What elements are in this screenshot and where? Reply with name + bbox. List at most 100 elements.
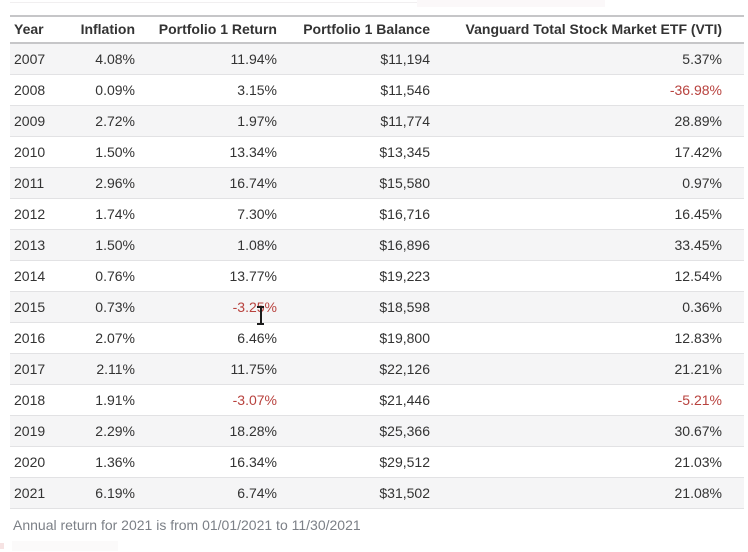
cell-inflation: 2.11% [65, 353, 140, 385]
cell-year: 2020 [10, 446, 65, 478]
cell-inflation: 2.72% [65, 105, 140, 137]
cell-portfolio-return: 13.77% [140, 260, 282, 292]
cell-inflation: 4.08% [95, 51, 135, 67]
table-row: 2008 0.09% 3.15% $11,546 -36.98% [10, 74, 744, 106]
cell-portfolio-balance: $16,716 [282, 198, 435, 230]
cell-portfolio-balance: $11,546 [282, 74, 435, 106]
cell-portfolio-return: 16.34% [140, 446, 282, 478]
cell-vti-return: 17.42% [435, 136, 744, 168]
cell-vti-return: 16.45% [435, 198, 744, 230]
cell-year: 2019 [10, 415, 65, 447]
table-row: 2007 4.08% 11.94% $11,194 5.37% [10, 43, 744, 75]
cell-inflation: 1.74% [65, 198, 140, 230]
cell-portfolio-balance: $31,502 [282, 477, 435, 509]
cell-year: 2021 [10, 477, 65, 509]
text-cursor-icon [256, 306, 265, 325]
cell-vti-return: -36.98% [435, 74, 744, 106]
cell-inflation: 0.76% [65, 260, 140, 292]
cell-inflation: 1.50% [65, 229, 140, 261]
cell-year: 2009 [10, 105, 65, 137]
cell-portfolio-balance: $18,598 [282, 291, 435, 323]
column-header-vti: Vanguard Total Stock Market ETF (VTI) [435, 15, 744, 44]
cell-inflation: 2.29% [65, 415, 140, 447]
bottom-edge-artifact [0, 543, 4, 549]
cell-portfolio-return: 6.46% [140, 322, 282, 354]
cell-portfolio-return: -3.07% [140, 384, 282, 416]
cell-portfolio-return: 6.74% [140, 477, 282, 509]
top-edge-artifact [10, 2, 588, 3]
table-row: 2017 2.11% 11.75% $22,126 21.21% [10, 353, 744, 385]
cell-portfolio-balance: $25,366 [282, 415, 435, 447]
cell-vti-return: -5.21% [435, 384, 744, 416]
table-row: 2018 1.91% -3.07% $21,446 -5.21% [10, 384, 744, 416]
cell-portfolio-balance: $15,580 [282, 167, 435, 199]
cell-portfolio-balance: $11,774 [282, 105, 435, 137]
cell-vti-return: 12.54% [435, 260, 744, 292]
cell-portfolio-balance: $11,194 [380, 51, 430, 67]
cell-vti-return: 21.08% [435, 477, 744, 509]
cell-vti-return: 0.36% [435, 291, 744, 323]
cell-portfolio-balance: $13,345 [282, 136, 435, 168]
column-header-portfolio-return: Portfolio 1 Return [140, 15, 282, 44]
cell-vti-return: 12.83% [435, 322, 744, 354]
table-row: 2014 0.76% 13.77% $19,223 12.54% [10, 260, 744, 292]
cell-portfolio-balance: $19,800 [282, 322, 435, 354]
annual-returns-section: Year Inflation Portfolio 1 Return Portfo… [10, 15, 744, 509]
cell-portfolio-return: 7.30% [140, 198, 282, 230]
cell-vti-return: 33.45% [435, 229, 744, 261]
cell-portfolio-balance: $21,446 [282, 384, 435, 416]
table-row: 2021 6.19% 6.74% $31,502 21.08% [10, 477, 744, 509]
cell-portfolio-return: 18.28% [140, 415, 282, 447]
cell-inflation: 6.19% [65, 477, 140, 509]
cell-portfolio-balance: $19,223 [282, 260, 435, 292]
cell-vti-return: 28.89% [435, 105, 744, 137]
table-row: 2020 1.36% 16.34% $29,512 21.03% [10, 446, 744, 478]
cell-inflation: 0.09% [65, 74, 140, 106]
cell-year: 2008 [10, 74, 65, 106]
cell-year: 2018 [10, 384, 65, 416]
cell-portfolio-return: 13.34% [140, 136, 282, 168]
column-header-inflation: Inflation [65, 15, 140, 44]
cell-year: 2014 [10, 260, 65, 292]
table-row: 2012 1.74% 7.30% $16,716 16.45% [10, 198, 744, 230]
cell-year: 2011 [10, 167, 65, 199]
cell-vti-return: 5.37% [682, 51, 722, 67]
table-body: 2007 4.08% 11.94% $11,194 5.37% 2008 0.0… [10, 43, 744, 509]
bottom-edge-artifact [12, 541, 118, 551]
cell-inflation: 1.50% [65, 136, 140, 168]
cell-inflation: 2.96% [65, 167, 140, 199]
cell-inflation: 2.07% [65, 322, 140, 354]
cell-portfolio-balance: $29,512 [282, 446, 435, 478]
table-header: Year Inflation Portfolio 1 Return Portfo… [10, 15, 744, 44]
cell-year: 2010 [10, 136, 65, 168]
cell-inflation: 1.36% [65, 446, 140, 478]
table-row: 2009 2.72% 1.97% $11,774 28.89% [10, 105, 744, 137]
table-row: 2013 1.50% 1.08% $16,896 33.45% [10, 229, 744, 261]
cell-vti-return: 30.67% [435, 415, 744, 447]
cell-portfolio-return: 1.08% [140, 229, 282, 261]
cell-portfolio-return: 3.15% [140, 74, 282, 106]
cell-year: 2015 [10, 291, 65, 323]
cell-year: 2017 [10, 353, 65, 385]
footnote: Annual return for 2021 is from 01/01/202… [13, 517, 361, 533]
table-row: 2010 1.50% 13.34% $13,345 17.42% [10, 136, 744, 168]
cell-vti-return: 21.03% [435, 446, 744, 478]
cell-year: 2013 [10, 229, 65, 261]
cell-portfolio-balance: $16,896 [282, 229, 435, 261]
table-row: 2011 2.96% 16.74% $15,580 0.97% [10, 167, 744, 199]
cell-portfolio-balance: $22,126 [282, 353, 435, 385]
annual-returns-table: Year Inflation Portfolio 1 Return Portfo… [10, 15, 744, 509]
table-row: 2019 2.29% 18.28% $25,366 30.67% [10, 415, 744, 447]
table-row: 2016 2.07% 6.46% $19,800 12.83% [10, 322, 744, 354]
cell-portfolio-return: 11.75% [140, 353, 282, 385]
cell-inflation: 1.91% [65, 384, 140, 416]
cell-year: 2016 [10, 322, 65, 354]
header-row: Year Inflation Portfolio 1 Return Portfo… [10, 15, 744, 44]
column-header-year: Year [10, 15, 65, 44]
table-row: 2015 0.73% -3.25% $18,598 0.36% [10, 291, 744, 323]
cell-year: 2007 [14, 51, 46, 67]
cell-portfolio-return: 11.94% [230, 51, 277, 67]
cell-portfolio-return: 1.97% [140, 105, 282, 137]
column-header-portfolio-balance: Portfolio 1 Balance [282, 15, 435, 44]
